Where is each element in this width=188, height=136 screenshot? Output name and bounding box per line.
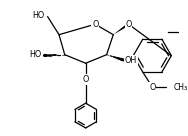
Text: CH₃: CH₃ (173, 83, 187, 92)
Text: O: O (92, 20, 98, 29)
Text: O: O (125, 20, 132, 29)
Text: HO: HO (33, 11, 45, 20)
Text: OH: OH (125, 56, 137, 65)
Text: HO: HO (30, 50, 42, 59)
Text: O: O (149, 83, 155, 92)
Polygon shape (113, 23, 129, 35)
Text: O: O (83, 75, 89, 84)
